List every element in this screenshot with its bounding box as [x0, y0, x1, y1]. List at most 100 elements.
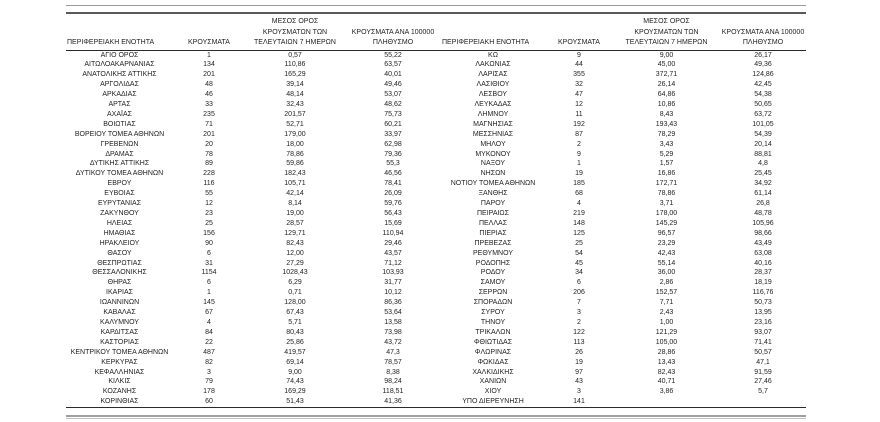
left-region-name: ΔΥΤΙΚΟΥ ΤΟΜΕΑ ΑΘΗΝΩΝ: [75, 170, 164, 178]
right-region-name: ΜΥΚΟΝΟΥ: [475, 150, 511, 158]
left-region-name: ΔΥΤΙΚΗΣ ΑΤΤΙΚΗΣ: [89, 160, 150, 168]
left-cases: 90: [205, 239, 213, 247]
left-region-name: ΑΝΑΤΟΛΙΚΗΣ ΑΤΤΙΚΗΣ: [82, 71, 157, 79]
right-region-name: ΠΑΡΟΥ: [480, 200, 506, 208]
left-cases: 156: [203, 229, 215, 237]
right-region-name: ΛΑΣΙΘΙΟΥ: [476, 81, 510, 89]
right-region-name: ΛΕΥΚΑΔΑΣ: [474, 101, 512, 109]
right-cases-per-100k: 54,39: [754, 130, 772, 138]
table-row: ΚΑΡΔΙΤΣΑΣ 84 80,43 73,98 ΤΡΙΚΑΛΩΝ 122 121,29 93…: [66, 328, 806, 338]
left-cases-per-100k: 78,57: [384, 358, 402, 366]
left-region-name: ΗΡΑΚΛΕΙΟΥ: [99, 239, 140, 247]
right-cases: 141: [573, 398, 585, 406]
right-cases-per-100k: 42,45: [754, 81, 772, 89]
right-cases-per-100k: 48,78: [754, 210, 772, 217]
table-row: ΕΥΒΟΙΑΣ 55 42,14 26,09 ΞΑΝΘΗΣ 68 78,86 61,14: [66, 189, 806, 199]
right-cases: 43: [575, 378, 583, 386]
left-cases: 55: [205, 190, 213, 198]
right-cases: 26: [575, 348, 583, 356]
right-avg-7day: 2,86: [659, 279, 674, 287]
table-row: ΚΑΒΑΛΑΣ 67 67,43 53,64 ΣΥΡΟΥ 3 2,43 13,95: [66, 308, 806, 318]
right-cases-per-100k: 40,16: [754, 259, 772, 267]
right-cases: 4: [577, 200, 581, 208]
right-cases: 87: [575, 130, 583, 138]
right-cases-per-100k: 101,05: [752, 120, 774, 128]
right-avg-7day: 3,71: [659, 200, 674, 208]
left-avg-7day: 82,43: [286, 239, 304, 247]
top-thick-divider: [66, 12, 806, 14]
left-avg-7day: 8,14: [288, 200, 302, 208]
bottom-divider-gap: [66, 417, 806, 419]
header-region-left: ΠΕΡΙΦΕΡΕΙΑΚΗ ΕΝΟΤΗΤΑ: [66, 14, 173, 51]
right-cases-per-100k: 50,73: [754, 299, 772, 307]
right-avg-7day: 36,00: [657, 269, 676, 277]
right-avg-7day: 152,57: [655, 289, 678, 297]
left-region-name: ΚΕΝΤΡΙΚΟΥ ΤΟΜΕΑ ΑΘΗΝΩΝ: [70, 348, 169, 356]
right-avg-7day: 5,29: [659, 150, 674, 158]
right-avg-7day: 172,71: [655, 180, 678, 188]
table-row: ΑΝΑΤΟΛΙΚΗΣ ΑΤΤΙΚΗΣ 201 165,29 40,01 ΛΑΡΙΣΑΣ 3…: [66, 70, 806, 80]
left-region-name: ΑΡΤΑΣ: [108, 101, 131, 109]
left-cases-per-100k: 47,3: [386, 348, 400, 356]
left-cases: 22: [205, 338, 213, 346]
left-cases: 1: [207, 51, 211, 59]
right-avg-7day: 26,14: [657, 81, 676, 89]
left-cases-per-100k: 26,09: [384, 190, 402, 198]
left-avg-7day: 182,43: [284, 170, 306, 178]
table-row: ΗΛΕΙΑΣ 25 28,57 15,69 ΠΕΛΛΑΣ 148 145,29 105,96: [66, 219, 806, 229]
left-region-name: ΕΥΡΥΤΑΝΙΑΣ: [97, 200, 142, 208]
left-avg-7day: 59,86: [286, 160, 304, 168]
right-cases-per-100k: 93,07: [754, 328, 772, 336]
left-region-name: ΑΡΚΑΔΙΑΣ: [102, 91, 137, 99]
table-row: ΚΑΣΤΟΡΙΑΣ 22 25,86 43,72 ΦΘΙΩΤΙΔΑΣ 113 105,00 7…: [66, 338, 806, 348]
left-cases: 4: [207, 318, 211, 326]
right-cases-per-100k: 43,49: [754, 239, 772, 247]
table-row: ΚΟΖΑΝΗΣ 178 169,29 118,51 ΧΙΟΥ 3 3,86 5,7: [66, 387, 806, 397]
left-cases-per-100k: 98,24: [384, 378, 402, 386]
header-per100k-left: ΚΡΟΥΣΜΑΤΑ ΑΝΑ 100000 ΠΛΗΘΥΣΜΟ: [345, 14, 441, 51]
left-cases-per-100k: 43,72: [384, 338, 402, 346]
right-cases-per-100k: [720, 397, 806, 407]
left-avg-7day: 0,57: [288, 51, 302, 59]
table-row: ΑΡΓΟΛΙΔΑΣ 48 39,14 49,46 ΛΑΣΙΘΙΟΥ 32 26,14 42,4…: [66, 80, 806, 90]
left-avg-7day: 1028,43: [282, 269, 308, 277]
right-region-name: ΛΑΡΙΣΑΣ: [478, 71, 508, 79]
right-region-name: ΧΑΛΚΙΔΙΚΗΣ: [472, 368, 514, 376]
header-region-right: ΠΕΡΙΦΕΡΕΙΑΚΗ ΕΝΟΤΗΤΑ: [441, 14, 545, 51]
header-per100k-right: ΚΡΟΥΣΜΑΤΑ ΑΝΑ 100000 ΠΛΗΘΥΣΜΟ: [720, 14, 806, 51]
left-region-name: ΒΟΙΩΤΙΑΣ: [103, 120, 136, 128]
right-cases: 122: [573, 328, 585, 336]
left-region-name: ΙΩΑΝΝΙΝΩΝ: [99, 299, 140, 307]
right-region-name: ΞΑΝΘΗΣ: [478, 190, 508, 198]
left-cases-per-100k: 86,36: [384, 299, 402, 307]
right-avg-7day: 64,86: [657, 91, 676, 99]
left-avg-7day: 18,00: [286, 140, 304, 148]
left-cases-per-100k: 78,41: [384, 180, 402, 188]
table-row: ΑΓΙΟ ΟΡΟΣ 1 0,57 55,22 ΚΩ 9 9,00 26,17: [66, 50, 806, 60]
right-cases: 192: [573, 120, 585, 128]
right-region-name: ΤΡΙΚΑΛΩΝ: [475, 328, 511, 336]
right-region-name: ΡΟΔΟΠΗΣ: [475, 259, 511, 267]
left-cases-per-100k: 60,21: [384, 120, 402, 128]
right-region-name: ΣΠΟΡΑΔΩΝ: [473, 299, 513, 307]
right-avg-7day: 42,43: [657, 249, 676, 257]
left-cases: 6: [207, 279, 211, 287]
left-cases: 12: [205, 200, 213, 208]
left-cases: 67: [205, 309, 213, 317]
right-avg-7day: 7,71: [659, 299, 674, 307]
left-avg-7day: 25,86: [286, 338, 304, 346]
left-cases: 134: [203, 61, 215, 69]
left-cases-per-100k: 63,57: [384, 61, 402, 69]
bottom-divider-light-band: [66, 418, 806, 420]
right-cases: 97: [575, 368, 583, 376]
left-avg-7day: 9,00: [288, 368, 302, 376]
header-avg7-right: ΜΕΣΟΣ ΟΡΟΣ ΚΡΟΥΣΜΑΤΩΝ ΤΩΝ ΤΕΛΕΥΤΑΙΩΝ 7 Η…: [613, 14, 720, 51]
right-avg-7day: 1,57: [659, 160, 674, 168]
right-avg-7day: 10,86: [657, 101, 676, 109]
right-avg-7day: 13,43: [657, 358, 676, 366]
left-cases-per-100k: 49,46: [384, 81, 402, 89]
left-cases: 33: [205, 101, 213, 109]
right-cases-per-100k: 50,65: [754, 101, 772, 109]
right-avg-7day: 8,43: [659, 110, 674, 118]
table-row: ΘΕΣΣΑΛΟΝΙΚΗΣ 1154 1028,43 103,93 ΡΟΔΟΥ 34 36,0…: [66, 268, 806, 278]
